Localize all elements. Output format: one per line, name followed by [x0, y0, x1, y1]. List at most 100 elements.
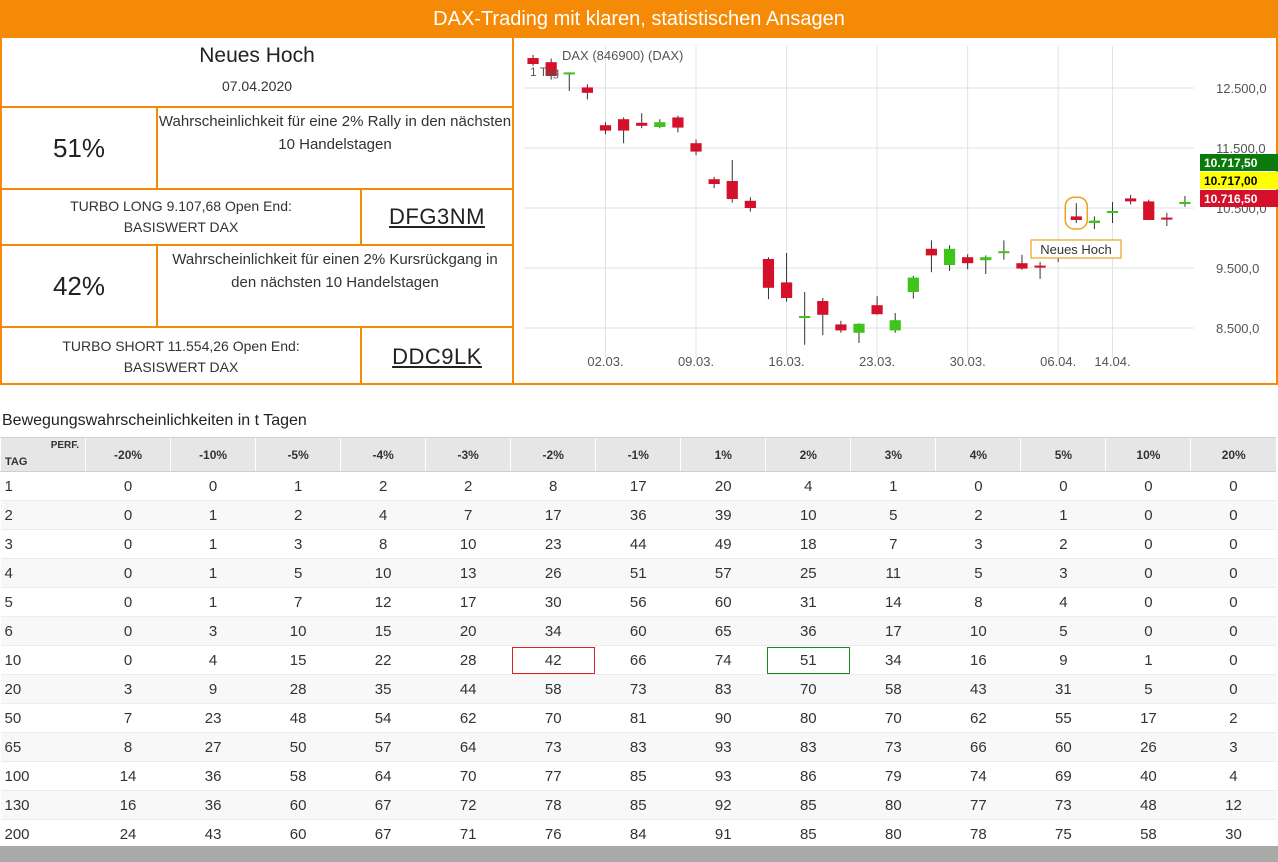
- probability-cell: 4: [170, 645, 256, 675]
- probability-cell: 58: [1105, 819, 1191, 849]
- table-row: 2 0 1 2 4 7 17 36 39 10 5 2 1 0 0: [0, 500, 1276, 530]
- probability-cell: 0: [1190, 645, 1276, 675]
- candle-body: [581, 87, 593, 93]
- day-cell: 200: [0, 819, 86, 849]
- probability-cell: 0: [1190, 500, 1276, 530]
- probability-cell: 54: [340, 703, 426, 733]
- probability-cell: 2: [1020, 529, 1106, 559]
- turbo-short-name: TURBO SHORT 11.554,26 Open End:: [62, 337, 300, 354]
- probability-cell: 1: [1105, 645, 1191, 675]
- chart-axis-labels: 8.500,09.500,010.500,011.500,012.500,002…: [530, 48, 1267, 369]
- probability-cell: 15: [255, 645, 341, 675]
- probability-cell: 80: [850, 790, 936, 820]
- probability-cell: 26: [1105, 732, 1191, 762]
- probability-cell: 71: [425, 819, 511, 849]
- probability-cell: 9: [170, 674, 256, 704]
- turbo-short-code-link[interactable]: DDC9LK: [392, 343, 482, 369]
- day-cell: 100: [0, 761, 86, 791]
- probability-table-title: Bewegungswahrscheinlichkeiten in t Tagen: [2, 412, 307, 429]
- turbo-short-underlying: BASISWERT DAX: [123, 358, 239, 375]
- table-header-row: PERF. TAG -20% -10% -5% -4% -3% -2% -1% 1% 2% 3% 4…: [0, 437, 1276, 472]
- probability-cell: 2: [935, 500, 1021, 530]
- probability-cell: 55: [1020, 703, 1106, 733]
- day-cell: 5: [0, 587, 86, 617]
- probability-cell: 12: [340, 587, 426, 617]
- table-row: 200 24 43 60 67 71 76 84 91 85 80 78 75 58 30: [0, 819, 1276, 849]
- candle-body: [545, 62, 557, 76]
- price-label: 10.717,00: [1204, 174, 1258, 188]
- horizontal-scrollbar[interactable]: [0, 846, 1278, 862]
- table-row: 65 8 27 50 57 64 73 83 93 83 73 66 60 26 3: [0, 732, 1276, 762]
- probability-cell: 0: [1105, 616, 1191, 646]
- probability-cell: 17: [425, 587, 511, 617]
- price-label-box: [1200, 172, 1278, 189]
- rally-description-cell: Wahrscheinlichkeit für eine 2% Rally in …: [158, 108, 514, 190]
- probability-cell: 79: [850, 761, 936, 791]
- probability-cell: 58: [510, 674, 596, 704]
- probability-cell: 0: [85, 616, 171, 646]
- column-header: -5%: [255, 437, 341, 472]
- probability-cell: 76: [510, 819, 596, 849]
- column-header: 10%: [1105, 437, 1191, 472]
- probability-cell: 39: [680, 500, 766, 530]
- probability-cell: 0: [1190, 529, 1276, 559]
- dax-candlestick-chart: 8.500,0 9.500,0 10.500,0 11.500,0 12.500,0 02…: [514, 38, 1278, 383]
- probability-cell: 64: [340, 761, 426, 791]
- column-header: -4%: [340, 437, 426, 472]
- probability-cell: 3: [170, 616, 256, 646]
- probability-cell: 2: [255, 500, 341, 530]
- perf-header: PERF.: [50, 440, 80, 451]
- y-tick-label: 12.500,0: [1216, 81, 1267, 96]
- turbo-long-cell: TURBO LONG 9.107,68 Open End: BASISWERT …: [2, 190, 362, 246]
- probability-cell: 13: [425, 558, 511, 588]
- probability-cell: 0: [1105, 558, 1191, 588]
- candle-body: [1016, 263, 1028, 269]
- probability-cell: 26: [510, 558, 596, 588]
- candle-body: [599, 125, 612, 131]
- probability-cell: 73: [1020, 790, 1106, 820]
- day-cell: 2: [0, 500, 86, 530]
- probability-cell: 8: [85, 732, 171, 762]
- probability-cell: 48: [255, 703, 341, 733]
- probability-cell: 57: [680, 558, 766, 588]
- probability-cell: 83: [765, 732, 851, 762]
- probability-cell: 35: [340, 674, 426, 704]
- turbo-long-code-link[interactable]: DFG3NM: [389, 204, 485, 229]
- turbo-long-code-cell: DFG3NM: [362, 190, 514, 246]
- rally-percent-cell: 51%: [2, 108, 158, 190]
- candle-body: [672, 117, 684, 128]
- table-row: 10 0 4 15 22 28 42 66 74 51 34 16 9 1 0: [0, 645, 1276, 675]
- rally-percent: 51%: [52, 132, 106, 163]
- probability-cell: 0: [1105, 529, 1191, 559]
- probability-cell: 42: [510, 645, 596, 675]
- probability-cell: 10: [425, 529, 511, 559]
- probability-cell: 4: [1020, 587, 1106, 617]
- probability-cell: 85: [765, 819, 851, 849]
- x-tick-label: 14.04.: [1094, 354, 1130, 369]
- turbo-short-cell: TURBO SHORT 11.554,26 Open End: BASISWER…: [2, 328, 362, 385]
- y-tick-label: 8.500,0: [1216, 321, 1259, 336]
- signal-title-cell: Neues Hoch 07.04.2020: [2, 38, 514, 108]
- decline-description-cell: Wahrscheinlichkeit für einen 2% Kursrück…: [158, 246, 514, 328]
- probability-cell: 80: [850, 819, 936, 849]
- probability-cell: 30: [510, 587, 596, 617]
- probability-cell: 1: [1020, 500, 1106, 530]
- probability-cell: 0: [85, 500, 171, 530]
- candle-body: [835, 324, 847, 331]
- probability-cell: 18: [765, 529, 851, 559]
- rally-description: Wahrscheinlichkeit für eine 2% Rally in …: [158, 113, 512, 153]
- candle-body: [1106, 211, 1119, 213]
- candle-body: [1179, 202, 1191, 204]
- candle-body: [726, 181, 738, 199]
- day-cell: 65: [0, 732, 86, 762]
- probability-cell: 0: [1190, 674, 1276, 704]
- probability-cell: 70: [425, 761, 511, 791]
- probability-cell: 14: [850, 587, 936, 617]
- candle-body: [998, 251, 1010, 254]
- x-tick-label: 16.03.: [768, 354, 804, 369]
- probability-cell: 43: [935, 674, 1021, 704]
- probability-cell: 0: [1105, 471, 1191, 501]
- probability-cell: 93: [680, 761, 766, 791]
- turbo-short-code-cell: DDC9LK: [362, 328, 514, 385]
- probability-cell: 3: [255, 529, 341, 559]
